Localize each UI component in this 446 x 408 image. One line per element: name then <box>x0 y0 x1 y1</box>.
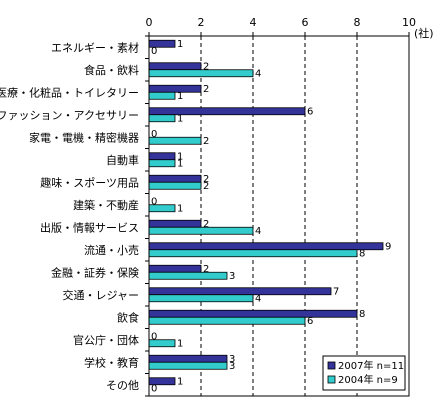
category-label: 交通・レジャー <box>63 288 139 302</box>
category-label: 出版・情報サービス <box>40 220 139 234</box>
bar-series-2 <box>148 294 254 303</box>
data-label: 0 <box>151 383 157 394</box>
bar-series-1 <box>148 287 332 296</box>
data-label: 0 <box>151 331 157 342</box>
data-label: 6 <box>307 316 313 327</box>
category-label: 金融・証券・保険 <box>51 265 139 279</box>
labels: エネルギー・素材食品・飲料医療・化粧品・トイレタリーファッション・アクセサリー家… <box>0 39 391 395</box>
bar-series-1 <box>148 152 176 161</box>
bar-series-2 <box>148 249 358 258</box>
bar-series-1 <box>148 84 202 93</box>
data-label: 1 <box>177 151 183 162</box>
bar-series-1 <box>148 62 202 71</box>
bar-series-2 <box>148 91 176 100</box>
bar-series-1 <box>148 354 228 363</box>
bar-series-2 <box>148 69 254 78</box>
x-tick-label: 6 <box>302 16 309 29</box>
bar-series-2 <box>148 226 254 235</box>
data-label: 3 <box>229 354 235 365</box>
data-label: 1 <box>177 376 183 387</box>
bar-series-1 <box>148 309 358 318</box>
category-label: 自動車 <box>106 153 139 167</box>
x-tick-label: 10 <box>402 16 416 29</box>
bar-series-1 <box>148 107 306 116</box>
category-label: 家電・電機・精密機器 <box>29 130 139 144</box>
category-label: 医療・化粧品・トイレタリー <box>0 85 139 99</box>
x-tick-label: 4 <box>250 16 257 29</box>
x-tick-label: 0 <box>146 16 153 29</box>
legend-label: 2007年 n=11 <box>338 359 404 372</box>
data-label: 7 <box>333 286 339 297</box>
axes: 0 2 4 6 8 10 <box>145 16 416 397</box>
category-label: 建築・不動産 <box>73 198 139 212</box>
data-label: 9 <box>385 241 391 252</box>
x-tick-label: 8 <box>354 16 361 29</box>
legend-swatch <box>327 361 336 370</box>
data-label: 2 <box>203 84 209 95</box>
legend-swatch <box>327 375 336 384</box>
category-label: 飲食 <box>117 310 139 324</box>
data-label: 4 <box>255 293 261 304</box>
data-label: 3 <box>229 271 235 282</box>
bars <box>148 39 384 386</box>
data-label: 1 <box>177 158 183 169</box>
bar-series-2 <box>148 271 228 280</box>
data-label: 8 <box>359 248 365 259</box>
category-label: 食品・飲料 <box>84 63 139 77</box>
data-label: 1 <box>177 203 183 214</box>
data-label: 1 <box>177 91 183 102</box>
data-label: 6 <box>307 106 313 117</box>
data-label: 1 <box>177 113 183 124</box>
legend-label: 2004年 n=9 <box>338 373 398 386</box>
data-label: 4 <box>255 226 261 237</box>
data-label: 2 <box>203 181 209 192</box>
data-label: 0 <box>151 46 157 57</box>
category-label: ファッション・アクセサリー <box>0 109 139 122</box>
bar-series-1 <box>148 264 202 273</box>
data-label: 2 <box>203 136 209 147</box>
grid <box>200 36 358 396</box>
data-label: 8 <box>359 309 365 320</box>
bar-series-1 <box>148 242 384 251</box>
data-label: 0 <box>151 196 157 207</box>
category-label: 趣味・スポーツ用品 <box>40 175 139 189</box>
unit-label: (社) <box>414 26 434 40</box>
data-label: 1 <box>177 338 183 349</box>
bar-series-2 <box>148 114 176 123</box>
bar-series-2 <box>148 159 176 168</box>
data-label: 2 <box>203 174 209 185</box>
data-label: 0 <box>151 129 157 140</box>
data-label: 1 <box>177 39 183 50</box>
data-label: 2 <box>203 61 209 72</box>
data-label: 2 <box>203 219 209 230</box>
data-label: 2 <box>203 264 209 275</box>
category-label: エネルギー・素材 <box>51 40 139 54</box>
category-label: 学校・教育 <box>84 355 139 369</box>
bar-series-2 <box>148 316 306 325</box>
data-label: 3 <box>229 361 235 372</box>
category-label: 官公庁・団体 <box>73 333 139 347</box>
bar-series-1 <box>148 219 202 228</box>
bar-series-2 <box>148 181 202 190</box>
bar-series-1 <box>148 174 202 183</box>
category-label: 流通・小売 <box>84 243 139 257</box>
legend-box <box>322 355 406 391</box>
bar-series-2 <box>148 361 228 370</box>
data-label: 4 <box>255 68 261 79</box>
x-tick-label: 2 <box>198 16 205 29</box>
category-label: その他 <box>106 379 139 392</box>
